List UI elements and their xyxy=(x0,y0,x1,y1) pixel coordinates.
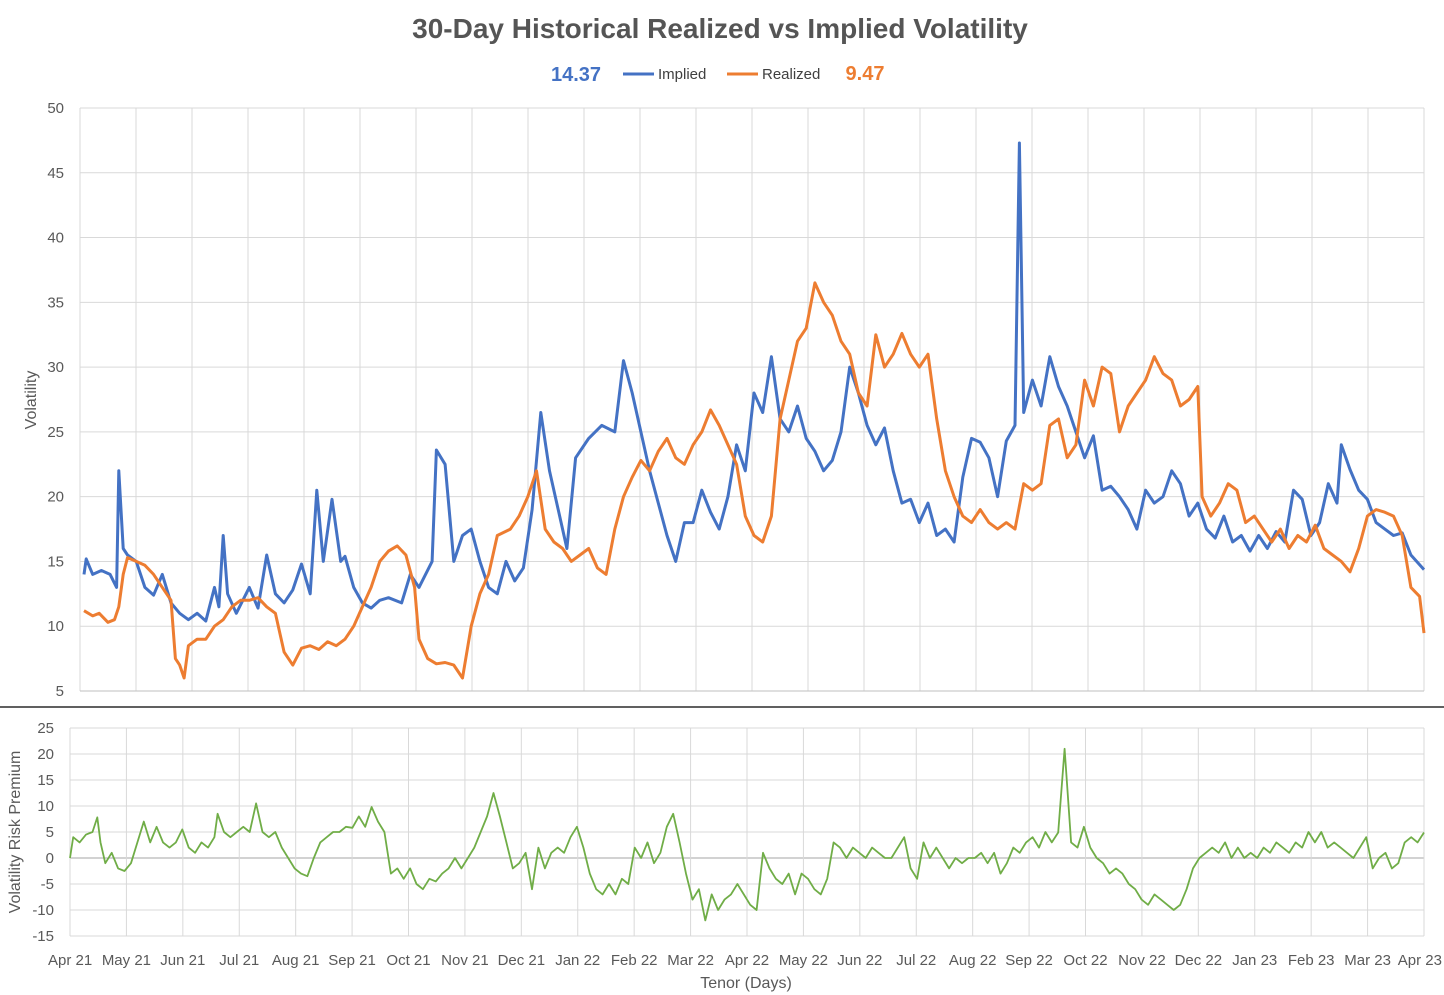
top-y-tick-label: 10 xyxy=(47,618,64,635)
bottom-y-tick-label: 20 xyxy=(37,746,54,763)
bottom-y-axis-ticks: -15 -10 -5 0 5 10 15 20 25 xyxy=(32,720,54,945)
x-tick-label: Jan 23 xyxy=(1232,952,1277,969)
top-y-tick-label: 25 xyxy=(47,424,64,441)
bottom-y-tick-label: 0 xyxy=(46,850,54,867)
legend: 14.37 Implied Realized 9.47 xyxy=(551,63,885,86)
x-axis-label: Tenor (Days) xyxy=(700,975,792,992)
bottom-y-tick-label: -5 xyxy=(41,876,54,893)
bottom-y-tick-label: 15 xyxy=(37,772,54,789)
x-tick-label: May 22 xyxy=(779,952,828,969)
x-tick-label: Aug 21 xyxy=(272,952,320,969)
x-tick-label: Apr 23 xyxy=(1398,952,1442,969)
x-tick-label: Mar 23 xyxy=(1344,952,1391,969)
top-y-axis-ticks: 5 10 15 20 25 30 35 40 45 50 xyxy=(47,100,64,700)
chart-title: 30-Day Historical Realized vs Implied Vo… xyxy=(412,13,1028,44)
legend-implied-label: Implied xyxy=(658,66,706,83)
bottom-y-tick-label: -15 xyxy=(32,928,54,945)
series-line-implied xyxy=(82,141,1426,623)
risk-premium-plot-area: -15 -10 -5 0 5 10 15 20 25 xyxy=(32,720,1425,945)
x-tick-label: Jun 21 xyxy=(160,952,205,969)
series-line-risk-premium xyxy=(69,747,1425,922)
bottom-y-tick-label: 10 xyxy=(37,798,54,815)
x-tick-label: Aug 22 xyxy=(949,952,997,969)
x-tick-label: Apr 22 xyxy=(725,952,769,969)
top-y-tick-label: 5 xyxy=(56,683,64,700)
top-y-tick-label: 40 xyxy=(47,230,64,247)
legend-realized-last-value: 9.47 xyxy=(846,63,885,85)
bottom-y-tick-label: 25 xyxy=(37,720,54,737)
x-tick-label: Feb 22 xyxy=(611,952,658,969)
top-y-tick-label: 30 xyxy=(47,359,64,376)
top-y-tick-label: 20 xyxy=(47,489,64,506)
top-y-tick-label: 35 xyxy=(47,294,64,311)
x-tick-label: Jan 22 xyxy=(555,952,600,969)
x-tick-label: Oct 22 xyxy=(1063,952,1107,969)
x-tick-label: Mar 22 xyxy=(667,952,714,969)
x-tick-label: Dec 21 xyxy=(498,952,546,969)
x-tick-label: Sep 21 xyxy=(328,952,376,969)
legend-implied-last-value: 14.37 xyxy=(551,64,601,86)
bottom-y-tick-label: -10 xyxy=(32,902,54,919)
bottom-y-axis-label: Volatility Risk Premium xyxy=(7,751,24,914)
x-tick-label: May 21 xyxy=(102,952,151,969)
top-y-tick-label: 45 xyxy=(47,165,64,182)
x-tick-label: Nov 22 xyxy=(1118,952,1166,969)
x-tick-label: Sep 22 xyxy=(1005,952,1053,969)
x-axis-ticks: Apr 21 May 21 Jun 21 Jul 21 Aug 21 Sep 21 Oct … xyxy=(48,952,1442,969)
x-tick-label: Nov 21 xyxy=(441,952,489,969)
top-series-lines xyxy=(82,141,1426,680)
x-tick-label: Jul 21 xyxy=(219,952,259,969)
x-tick-label: Oct 21 xyxy=(386,952,430,969)
legend-realized-label: Realized xyxy=(762,66,820,83)
bottom-series-lines xyxy=(69,747,1425,922)
bottom-gridlines xyxy=(69,727,1425,937)
volatility-plot-area: 5 10 15 20 25 30 35 40 45 50 xyxy=(47,100,1426,700)
top-y-tick-label: 50 xyxy=(47,100,64,117)
x-tick-label: Jun 22 xyxy=(837,952,882,969)
x-tick-label: Dec 22 xyxy=(1175,952,1223,969)
series-line-realized xyxy=(83,281,1426,680)
x-tick-label: Jul 22 xyxy=(896,952,936,969)
top-y-axis-label: Volatility xyxy=(23,371,40,430)
x-tick-label: Feb 23 xyxy=(1288,952,1335,969)
x-tick-label: Apr 21 xyxy=(48,952,92,969)
top-y-tick-label: 15 xyxy=(47,553,64,570)
bottom-y-tick-label: 5 xyxy=(46,824,54,841)
